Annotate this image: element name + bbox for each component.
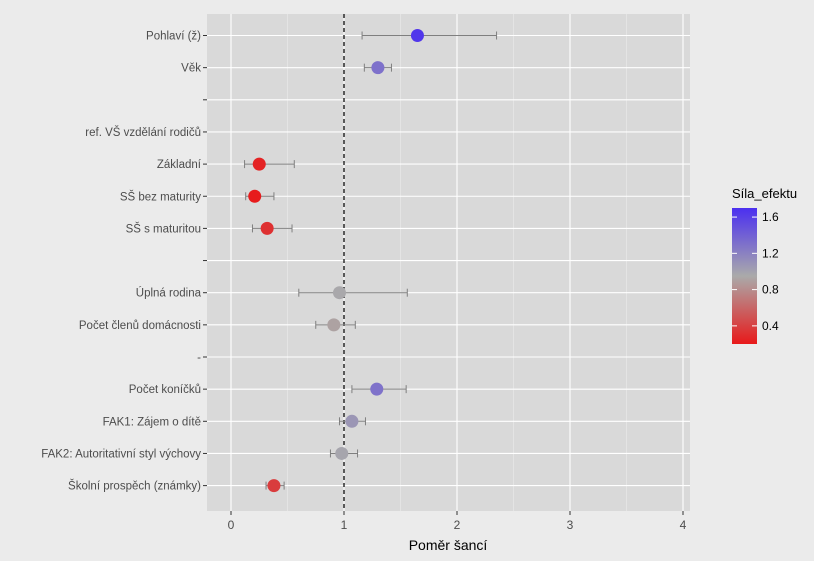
y-axis-label: ref. VŠ vzdělání rodičů [85, 126, 201, 139]
y-axis-label: Věk [181, 63, 201, 75]
y-axis-label: Základní [157, 159, 202, 171]
estimate-point [371, 61, 385, 75]
y-axis-label: - [197, 352, 201, 364]
legend-colorbar [732, 208, 757, 344]
legend-tick-label: 0.4 [762, 319, 779, 333]
estimate-point [332, 286, 346, 300]
estimate-point [267, 479, 281, 493]
y-axis-label: Pohlaví (ž) [146, 31, 201, 43]
estimate-point [410, 29, 424, 42]
y-axis-label: FAK2: Autoritativní styl výchovy [41, 448, 201, 460]
y-axis-label: Počet členů domácnosti [79, 320, 201, 332]
legend-title: Síla_efektu [732, 186, 797, 201]
estimate-point [252, 157, 266, 171]
legend-tick-label: 1.6 [762, 210, 779, 224]
error-bars [244, 31, 498, 490]
x-tick-label: 1 [341, 518, 348, 532]
error-bar [298, 288, 408, 297]
error-bar [361, 31, 498, 40]
x-tick-label: 3 [567, 518, 574, 532]
points [248, 29, 424, 493]
estimate-point [370, 382, 384, 396]
estimate-point [260, 221, 274, 235]
legend-ticks: 0.4 0.8 1.2 1.6 [732, 210, 779, 333]
y-axis-label: SŠ s maturitou [126, 222, 201, 235]
y-axis-label: Počet koníčků [129, 384, 201, 396]
y-axis-labels: Pohlaví (ž) Věk ref. VŠ vzdělání rodičů Zák… [41, 31, 207, 493]
x-axis-ticks: 0 1 2 3 4 [228, 511, 687, 532]
y-axis-label: Školní prospěch (známky) [68, 480, 201, 493]
x-tick-label: 0 [228, 518, 235, 532]
legend-tick-label: 0.8 [762, 283, 779, 297]
y-axis-label: Úplná rodina [136, 287, 202, 300]
x-tick-label: 4 [680, 518, 687, 532]
x-tick-label: 2 [454, 518, 461, 532]
estimate-point [327, 318, 341, 332]
y-axis-label: FAK1: Zájem o dítě [103, 416, 201, 428]
y-axis-label: SŠ bez maturity [120, 190, 201, 203]
legend-tick-label: 1.2 [762, 246, 779, 260]
legend: Síla_efektu 0.4 0.8 1.2 1.6 [732, 186, 797, 344]
estimate-point [248, 189, 262, 203]
plot-panel [207, 14, 690, 511]
estimate-point [345, 414, 359, 428]
x-axis-title: Poměr šancí [409, 537, 488, 553]
estimate-point [335, 446, 349, 460]
